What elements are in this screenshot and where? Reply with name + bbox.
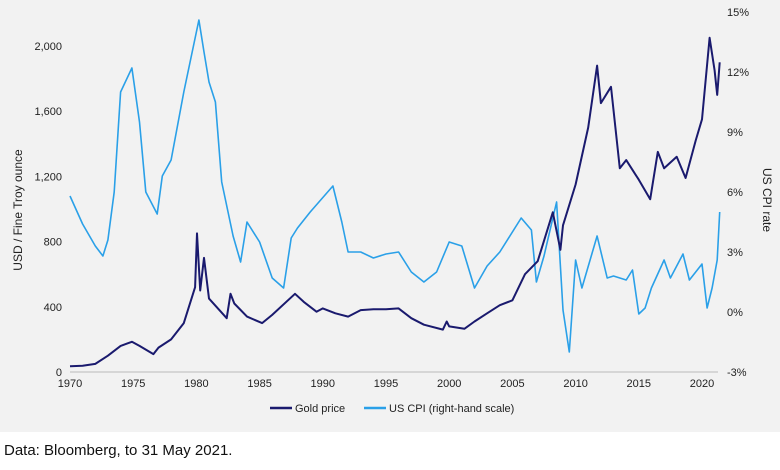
- y-right-tick-label: 15%: [727, 7, 749, 19]
- source-note: Data: Bloomberg, to 31 May 2021.: [4, 442, 233, 459]
- x-tick-label: 1980: [184, 378, 208, 390]
- y-tick-label: 1,200: [34, 171, 62, 183]
- x-tick-label: 1995: [374, 378, 398, 390]
- x-tick-label: 1975: [121, 378, 145, 390]
- x-tick-label: 2005: [500, 378, 524, 390]
- legend-label-cpi: US CPI (right-hand scale): [389, 403, 514, 415]
- y-tick-label: 0: [56, 367, 62, 379]
- y-right-tick-label: -3%: [727, 367, 747, 379]
- x-tick-label: 1970: [58, 378, 82, 390]
- y-right-tick-label: 12%: [727, 67, 749, 79]
- x-tick-label: 2010: [563, 378, 587, 390]
- y-right-tick-label: 9%: [727, 127, 743, 139]
- y-tick-label: 2,000: [34, 41, 62, 53]
- y-tick-label: 400: [44, 302, 62, 314]
- gold-price-line: [69, 36, 721, 368]
- x-tick-label: 2015: [627, 378, 651, 390]
- x-tick-label: 1985: [247, 378, 271, 390]
- y-tick-label: 800: [44, 237, 62, 249]
- y-right-tick-label: 0%: [727, 307, 743, 319]
- y-right-tick-label: 6%: [727, 187, 743, 199]
- chart: 1970 1975 1980 1985 1990 1995 2000 2005 2010 2015…: [11, 7, 774, 415]
- y-right-tick-label: 3%: [727, 247, 743, 259]
- y-axis-label-right: US CPI rate: [760, 168, 774, 232]
- legend: Gold price US CPI (right-hand scale): [270, 403, 514, 415]
- legend-label-gold: Gold price: [295, 403, 345, 415]
- y-axis-label-left: USD / Fine Troy ounce: [11, 149, 25, 271]
- x-tick-label: 2000: [437, 378, 461, 390]
- y-tick-label: 1,600: [34, 106, 62, 118]
- x-tick-label: 2020: [690, 378, 714, 390]
- x-tick-label: 1990: [311, 378, 335, 390]
- us-cpi-line: [69, 19, 721, 353]
